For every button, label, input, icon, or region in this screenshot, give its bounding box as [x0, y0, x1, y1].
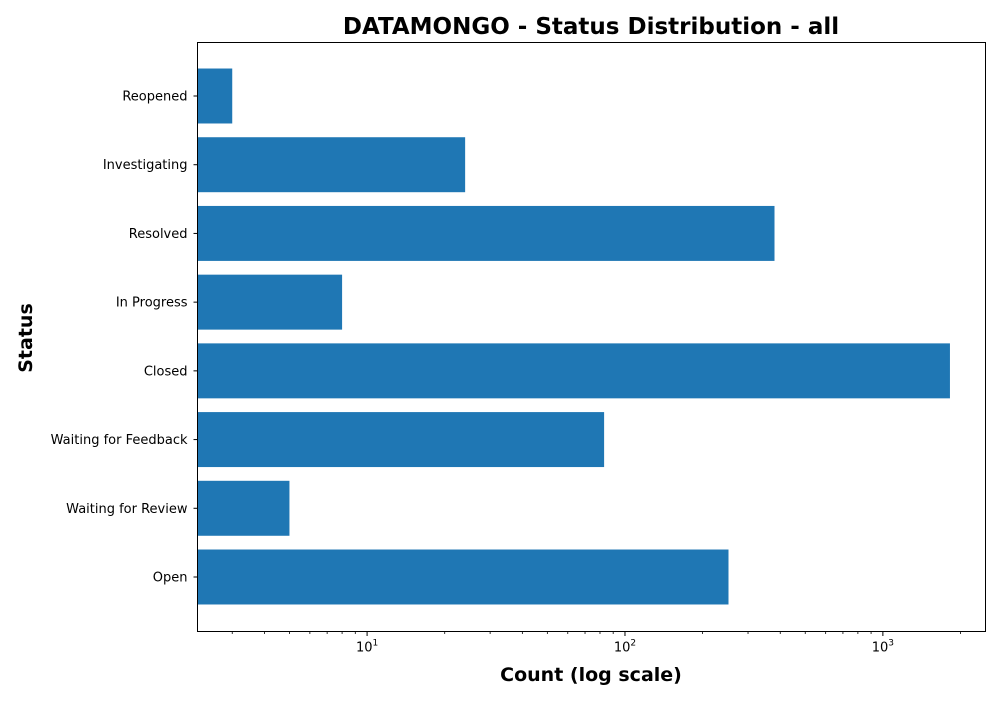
x-axis-label: Count (log scale): [500, 664, 682, 686]
bar-closed: [197, 343, 950, 399]
plot-area: Open Waiting for Review Waiting for Feedba…: [51, 42, 986, 656]
y-tick-label: Resolved: [129, 227, 188, 242]
bar-in-progress: [197, 274, 343, 330]
x-tick-label: 102: [614, 639, 636, 656]
x-tick-label: 103: [872, 639, 894, 656]
y-tick-label: Investigating: [103, 158, 188, 173]
y-tick-label: Closed: [144, 364, 188, 379]
y-tick-label: Waiting for Feedback: [51, 433, 188, 448]
bar-waiting-for-feedback: [197, 412, 605, 468]
y-tick-label: Open: [153, 571, 188, 586]
y-axis-label: Status: [15, 303, 37, 373]
bar-waiting-for-review: [197, 480, 290, 536]
bar-reopened: [197, 68, 233, 124]
chart-title: DATAMONGO - Status Distribution - all: [343, 14, 839, 40]
bar-resolved: [197, 205, 775, 261]
plot-frame: [197, 42, 986, 632]
y-tick-label: In Progress: [116, 296, 188, 311]
y-tick-label: Reopened: [122, 90, 187, 105]
bar-open: [197, 549, 729, 605]
x-tick-label: 101: [356, 639, 378, 656]
bar-investigating: [197, 137, 466, 193]
y-tick-label: Waiting for Review: [66, 502, 188, 517]
